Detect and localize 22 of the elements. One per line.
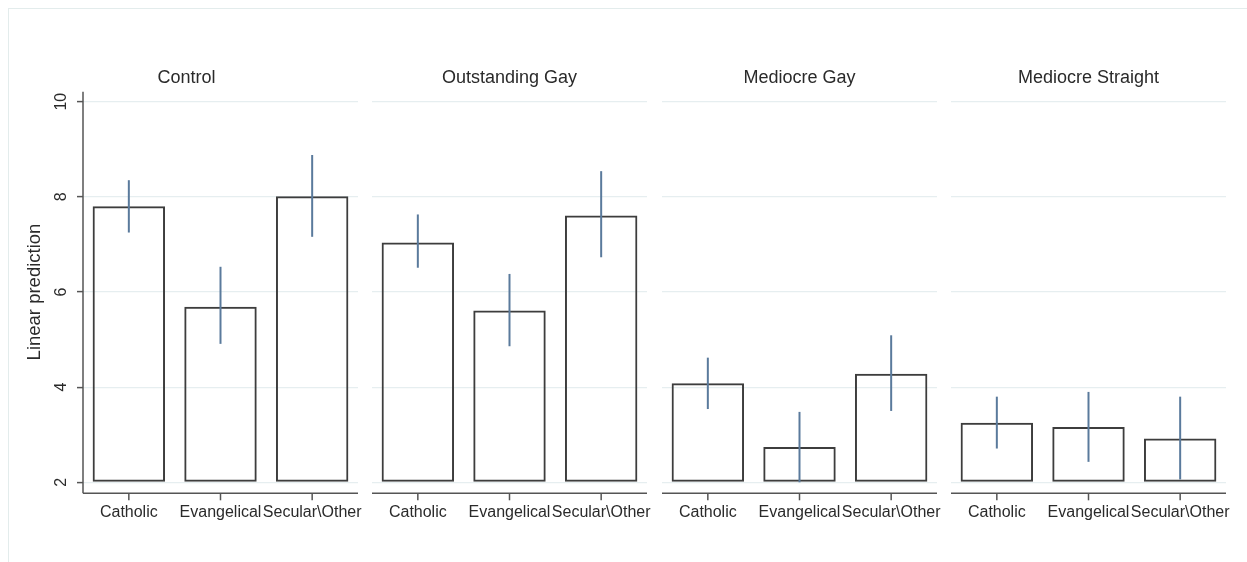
x-tick-label: Evangelical [1047,503,1130,521]
x-tick-label: Evangelical [758,503,841,521]
x-tick-label: Catholic [389,503,448,521]
x-tick-label: Secular\Other [841,503,941,521]
y-tick-label: 8 [51,192,69,202]
chart-title: Outstanding Gay [442,66,578,87]
y-tick-label: 2 [51,477,69,487]
x-tick-label: Catholic [678,503,737,521]
chart-title: Mediocre Straight [1017,66,1160,87]
x-tick-label: Catholic [99,503,158,521]
y-tick-label: 6 [51,287,69,297]
chart-title: Mediocre Gay [743,66,856,87]
x-tick-label: Secular\Other [552,503,652,521]
x-tick-label: Evangelical [179,503,262,521]
x-tick-label: Evangelical [468,503,551,521]
y-tick-label: 4 [51,382,69,392]
x-tick-label: Secular\Other [262,503,363,521]
chart-title: Control [157,66,216,87]
y-tick-label: 10 [51,92,69,111]
x-tick-label: Secular\Other [1130,503,1231,521]
x-tick-label: Catholic [967,503,1026,521]
y-axis-title: Linear prediction [23,223,45,361]
